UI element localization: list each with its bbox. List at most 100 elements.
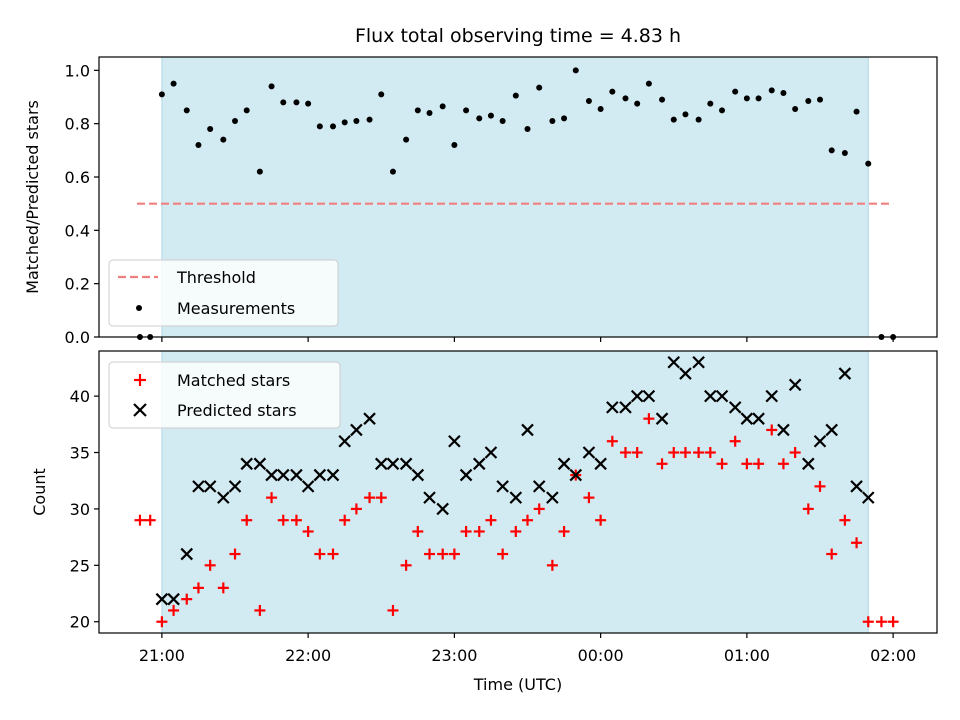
predicted-stars-point — [290, 468, 303, 482]
matched-stars-point — [134, 514, 146, 526]
measurement-point — [293, 99, 300, 106]
matched-stars-point — [777, 458, 789, 470]
chart-title: Flux total observing time = 4.83 h — [355, 25, 681, 47]
predicted-stars-point — [436, 502, 449, 516]
measurement-point — [463, 107, 470, 114]
matched-stars-point — [875, 616, 887, 628]
measurement-point — [841, 150, 848, 156]
matched-stars-point — [241, 514, 253, 526]
matched-stars-point — [839, 514, 851, 526]
measurement-point — [853, 108, 860, 115]
measurement-point — [243, 107, 250, 114]
predicted-stars-point — [496, 480, 509, 493]
predicted-stars-point — [692, 356, 705, 369]
measurement-point — [158, 91, 165, 98]
measurement-point — [195, 142, 202, 148]
predicted-stars-point — [619, 401, 632, 414]
matched-stars-point — [181, 593, 193, 605]
predicted-stars-point — [374, 457, 388, 471]
measurement-point — [487, 112, 494, 119]
predicted-stars-point — [715, 389, 729, 403]
legend-threshold-label: Threshold — [176, 268, 256, 287]
y-tick-label: 30 — [70, 500, 90, 519]
measurement-point — [609, 88, 616, 95]
measurement-point — [719, 107, 726, 114]
count-y-axis-label: Count — [30, 468, 49, 516]
matched-stars-point — [533, 503, 545, 515]
matched-stars-point — [704, 447, 716, 459]
measurement-point — [451, 142, 458, 148]
predicted-stars-point — [472, 457, 486, 471]
legend-predicted-swatch — [133, 403, 147, 417]
predicted-stars-point — [594, 457, 607, 471]
predicted-stars-point — [521, 423, 534, 437]
matched-stars-point — [766, 424, 778, 436]
measurement-point — [256, 168, 263, 175]
predicted-stars-point — [423, 491, 436, 504]
matched-stars-point — [400, 559, 412, 571]
matched-stars-point — [558, 525, 570, 537]
predicted-stars-point — [667, 356, 681, 369]
x-tick-label: 23:00 — [431, 646, 477, 665]
measurement-point — [695, 116, 702, 123]
matched-stars-point — [412, 525, 424, 537]
legend-predicted-label: Predicted stars — [177, 401, 297, 420]
matched-stars-point — [327, 548, 339, 560]
matched-stars-point — [716, 458, 728, 470]
ratio-y-axis-label: Matched/Predicted stars — [23, 100, 42, 294]
measurement-point — [743, 95, 750, 102]
matched-stars-point — [619, 447, 631, 459]
matched-stars-point — [789, 447, 801, 459]
predicted-stars-point — [180, 547, 194, 561]
matched-stars-point — [741, 458, 753, 470]
measurement-point — [353, 118, 360, 124]
y-tick-label: 35 — [70, 444, 90, 463]
matched-stars-point — [485, 514, 497, 526]
matched-stars-point — [204, 559, 216, 571]
y-tick-label: 0.6 — [65, 168, 90, 187]
predicted-stars-point — [240, 457, 253, 471]
matched-stars-point — [144, 514, 156, 526]
predicted-stars-point — [838, 367, 852, 380]
matched-stars-point — [826, 548, 838, 560]
predicted-stars-point — [850, 480, 863, 493]
measurement-point — [585, 98, 592, 104]
predicted-stars-point — [386, 457, 400, 471]
matched-stars-point — [192, 582, 204, 594]
matched-stars-point — [729, 435, 741, 447]
matched-stars-point — [314, 548, 326, 560]
measurement-point — [232, 118, 239, 124]
matched-stars-point — [350, 503, 362, 515]
predicted-stars-point — [655, 412, 669, 425]
predicted-stars-point — [752, 412, 765, 425]
measurement-point — [572, 67, 579, 74]
predicted-stars-point — [679, 367, 692, 380]
ratio-legend-box — [108, 259, 339, 327]
measurement-point — [645, 80, 652, 87]
matched-stars-point — [583, 492, 595, 504]
x-tick-label: 02:00 — [870, 646, 916, 665]
measurement-point — [499, 118, 506, 124]
predicted-stars-point — [363, 412, 376, 425]
matched-stars-point — [460, 525, 472, 537]
matched-stars-point — [229, 548, 241, 560]
measurement-point — [280, 99, 287, 106]
measurement-point — [512, 92, 519, 99]
matched-stars-point — [606, 435, 618, 447]
measurement-point — [561, 115, 568, 122]
predicted-stars-point — [399, 457, 413, 471]
predicted-stars-point — [155, 592, 169, 606]
matched-stars-point — [156, 616, 168, 628]
predicted-stars-point — [861, 491, 875, 504]
measurement-point — [865, 160, 872, 167]
matched-stars-point — [693, 447, 705, 459]
measurement-point — [378, 91, 385, 98]
matched-stars-point — [277, 514, 289, 526]
measurement-point — [659, 96, 666, 103]
predicted-stars-point — [253, 457, 267, 471]
predicted-stars-point — [606, 401, 619, 414]
matched-stars-point — [851, 537, 863, 549]
matched-stars-point — [753, 458, 765, 470]
measurement-point — [707, 100, 714, 107]
